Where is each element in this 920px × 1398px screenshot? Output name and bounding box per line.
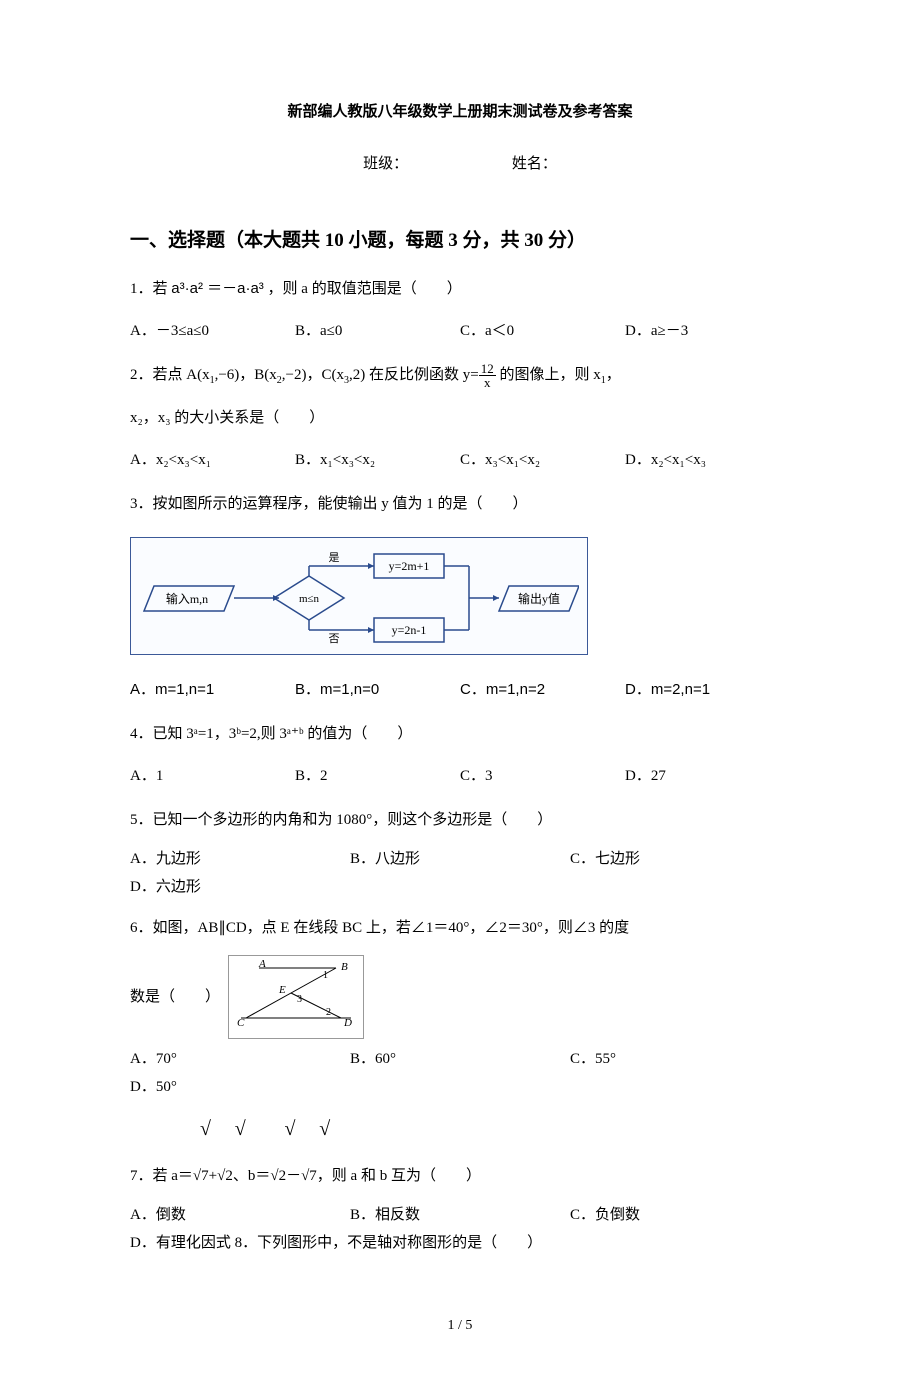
svg-text:D: D [343, 1017, 352, 1028]
q2-l1-end: ， [606, 367, 621, 383]
sqrt-icon: √ [200, 1118, 211, 1140]
svg-text:2: 2 [326, 1007, 331, 1018]
q2-l1-pre: 2．若点 A(x [130, 367, 210, 383]
q5-options-abc: A．九边形 B．八边形 C．七边形 [130, 847, 790, 871]
svg-text:1: 1 [323, 970, 328, 981]
svg-text:A: A [258, 958, 266, 970]
q4-opt-b: B．2 [295, 761, 460, 791]
q3-opt-a: A．m=1,n=1 [130, 675, 295, 705]
page-number: 1 / 5 [130, 1315, 790, 1337]
q5-opt-d: D．六边形 [130, 875, 790, 899]
q7-opt-a: A．倒数 [130, 1203, 350, 1227]
question-7: 7．若 a＝√7+√2、b＝√2－√7，则 a 和 b 互为（ ） [130, 1161, 790, 1191]
q1-options: A．－3≤a≤0 B．a≤0 C．a＜0 D．a≥－3 [130, 316, 790, 346]
q2-opt-b: B．x₁<x₃<x₂ [295, 445, 460, 475]
q4-opt-c: C．3 [460, 761, 625, 791]
svg-text:B: B [341, 961, 348, 973]
q2-l1-m3: ,2) 在反比例函数 y= [349, 367, 479, 383]
svg-text:C: C [237, 1017, 245, 1028]
q2-opt-c: C．x₃<x₁<x₂ [460, 445, 625, 475]
q2-frac: 12x [479, 362, 496, 389]
q7-options-abc: A．倒数 B．相反数 C．负倒数 [130, 1203, 790, 1227]
q6-opt-c: C．55° [570, 1047, 790, 1071]
svg-text:y=2n-1: y=2n-1 [392, 623, 427, 637]
geometry-figure: A B C D E 1 2 3 [228, 955, 364, 1039]
question-6-line2: 数是（ ） A B C D E 1 2 3 [130, 955, 790, 1039]
q6-opt-d: D．50° [130, 1075, 790, 1099]
q2-l1-m1: ,−6)，B(x [215, 367, 277, 383]
q1-opt-d: D．a≥－3 [625, 316, 790, 346]
q1-suffix: ，则 a 的取值范围是（ ） [268, 281, 462, 297]
sqrt-icon: √ [284, 1118, 295, 1140]
name-fields: 班级： 姓名： [130, 152, 790, 176]
q1-prefix: 1．若 [130, 281, 171, 297]
q7-opt-d-and-q8: D．有理化因式 8．下列图形中，不是轴对称图形的是（ ） [130, 1231, 790, 1255]
question-6: 6．如图，AB∥CD，点 E 在线段 BC 上，若∠1＝40°，∠2＝30°，则… [130, 913, 790, 943]
q2-opt-a: A．x₂<x₃<x₁ [130, 445, 295, 475]
q6-opt-b: B．60° [350, 1047, 570, 1071]
q5-opt-b: B．八边形 [350, 847, 570, 871]
svg-text:y=2m+1: y=2m+1 [389, 559, 430, 573]
sqrt-icon: √ [319, 1118, 330, 1140]
q4-opt-a: A．1 [130, 761, 295, 791]
question-1: 1．若 a³·a² ＝－a·a³ ，则 a 的取值范围是（ ） [130, 274, 790, 304]
svg-text:m≤n: m≤n [299, 593, 320, 605]
q5-opt-c: C．七边形 [570, 847, 790, 871]
svg-text:E: E [278, 984, 286, 996]
q4-options: A．1 B．2 C．3 D．27 [130, 761, 790, 791]
q2-l1-m2: ,−2)，C(x [282, 367, 344, 383]
q3-opt-b: B．m=1,n=0 [295, 675, 460, 705]
question-4: 4．已知 3ᵃ=1，3ᵇ=2,则 3ᵃ⁺ᵇ 的值为（ ） [130, 719, 790, 749]
q7-opt-b: B．相反数 [350, 1203, 570, 1227]
q1-opt-a: A．－3≤a≤0 [130, 316, 295, 346]
q1-formula: a³·a² ＝－a·a³ [171, 280, 264, 297]
svg-text:输出y值: 输出y值 [518, 591, 560, 606]
q3-opt-d: D．m=2,n=1 [625, 675, 790, 705]
section-1-title: 一、选择题（本大题共 10 小题，每题 3 分，共 30 分） [130, 226, 790, 256]
svg-text:是: 是 [329, 551, 340, 564]
sqrt-icon: √ [235, 1118, 246, 1140]
svg-text:否: 否 [329, 633, 340, 645]
q5-opt-a: A．九边形 [130, 847, 350, 871]
q1-opt-b: B．a≤0 [295, 316, 460, 346]
name-label: 姓名： [512, 152, 557, 176]
doc-title: 新部编人教版八年级数学上册期末测试卷及参考答案 [130, 100, 790, 124]
svg-text:输入m,n: 输入m,n [166, 591, 208, 606]
question-5: 5．已知一个多边形的内角和为 1080°，则这个多边形是（ ） [130, 805, 790, 835]
flowchart-diagram: 输入m,n m≤n 是 y=2m+1 否 y=2n-1 输出y值 [130, 537, 588, 655]
q3-opt-c: C．m=1,n=2 [460, 675, 625, 705]
q6-text2: 数是（ ） [130, 985, 220, 1009]
svg-text:3: 3 [297, 994, 302, 1005]
sqrt-symbols: √ √ √ √ [190, 1113, 790, 1145]
q3-options: A．m=1,n=1 B．m=1,n=0 C．m=1,n=2 D．m=2,n=1 [130, 675, 790, 705]
q2-options: A．x₂<x₃<x₁ B．x₁<x₃<x₂ C．x₃<x₁<x₂ D．x₂<x₁… [130, 445, 790, 475]
q2-opt-d: D．x₂<x₁<x₃ [625, 445, 790, 475]
q7-opt-c: C．负倒数 [570, 1203, 790, 1227]
q6-opt-a: A．70° [130, 1047, 350, 1071]
question-2-line2: x₂，x₃ 的大小关系是（ ） [130, 403, 790, 433]
q2-l1-suf: 的图像上，则 x [496, 367, 601, 383]
question-3: 3．按如图所示的运算程序，能使输出 y 值为 1 的是（ ） [130, 489, 790, 519]
question-2: 2．若点 A(x1,−6)，B(x2,−2)，C(x3,2) 在反比例函数 y=… [130, 360, 790, 391]
q4-opt-d: D．27 [625, 761, 790, 791]
class-label: 班级： [363, 152, 408, 176]
q1-opt-c: C．a＜0 [460, 316, 625, 346]
q6-options-abc: A．70° B．60° C．55° [130, 1047, 790, 1071]
